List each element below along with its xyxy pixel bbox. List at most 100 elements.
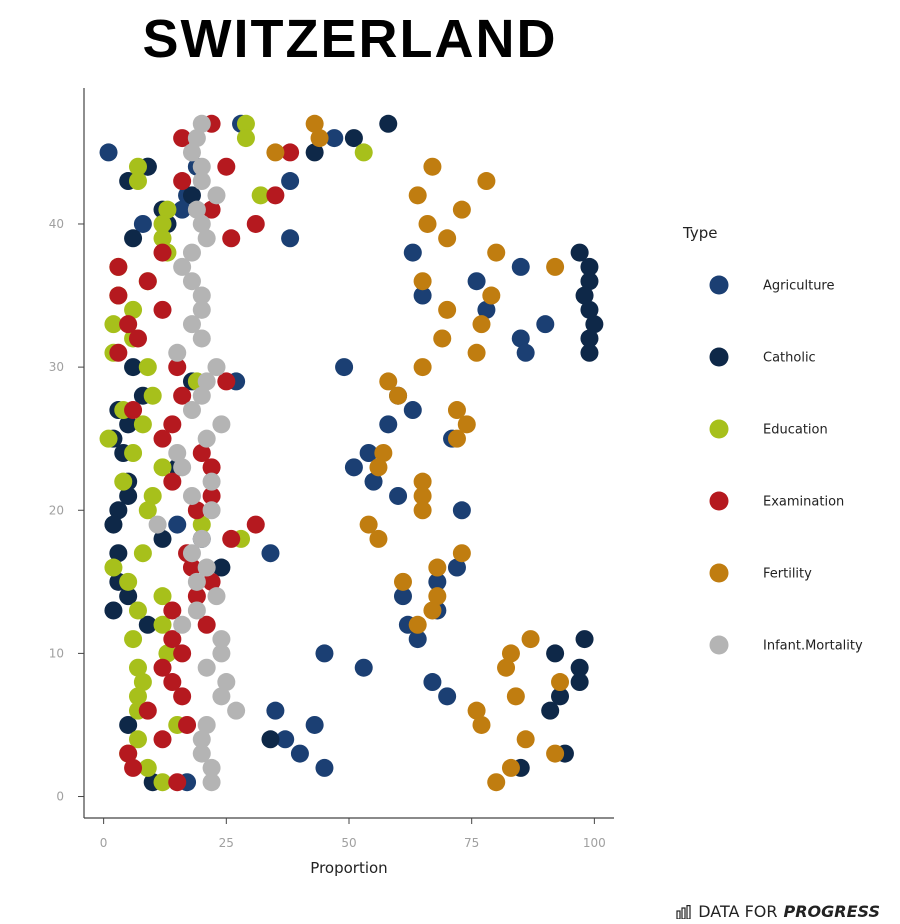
point-fertility [467,343,486,362]
point-infant-mortality [182,272,201,291]
point-infant-mortality [168,343,187,362]
point-examination [173,172,192,191]
legend-swatch [709,419,729,439]
legend-label: Fertility [763,567,812,582]
point-education [124,630,143,649]
point-agriculture [452,501,471,520]
point-infant-mortality [182,401,201,420]
point-examination [246,214,265,233]
point-agriculture [305,715,324,734]
point-examination [187,587,206,606]
x-tick-label: 50 [341,836,356,850]
legend-label: Infant.Mortality [763,639,863,654]
point-catholic [124,358,143,377]
point-catholic [551,687,570,706]
point-fertility [438,229,457,248]
x-tick-label: 0 [100,836,108,850]
point-fertility [487,773,506,792]
legend-label: Catholic [763,351,816,366]
legend-swatch [709,347,729,367]
point-education [236,129,255,148]
point-agriculture [389,486,408,505]
point-examination [138,272,157,291]
point-education [153,458,172,477]
point-catholic [580,300,599,319]
point-catholic [104,515,123,534]
point-agriculture [281,172,300,191]
point-catholic [580,343,599,362]
point-catholic [119,715,138,734]
point-examination [202,486,221,505]
point-infant-mortality [207,358,226,377]
y-tick-label: 10 [49,646,64,660]
point-examination [153,243,172,262]
point-agriculture [379,415,398,434]
point-examination [153,658,172,677]
axes: 0 25 50 75 100 0 10 20 30 40 [49,88,614,850]
point-catholic [119,587,138,606]
point-agriculture [276,730,295,749]
point-examination [163,415,182,434]
legend-swatch [709,635,729,655]
point-agriculture [325,129,344,148]
data-points [99,114,604,792]
point-infant-mortality [182,315,201,334]
point-fertility [413,501,432,520]
point-catholic [570,673,589,692]
point-infant-mortality [187,129,206,148]
point-education [133,544,152,563]
point-fertility [482,286,501,305]
legend-title: Type [682,224,717,242]
point-agriculture [99,143,118,162]
x-tick-label: 100 [583,836,606,850]
point-fertility [501,758,520,777]
series-fertility [266,114,570,792]
point-infant-mortality [217,673,236,692]
point-fertility [369,458,388,477]
point-fertility [310,129,329,148]
legend-swatch [709,491,729,511]
point-examination [281,143,300,162]
point-agriculture [315,758,334,777]
point-agriculture [359,444,378,462]
y-tick-label: 0 [56,790,64,804]
brand-text-1: DATA FOR [698,902,778,921]
point-education [138,758,157,777]
point-examination [173,129,192,148]
point-infant-mortality [192,286,211,305]
point-education [251,186,270,205]
point-fertility [551,673,570,692]
point-fertility [408,615,427,634]
x-axis-title: Proportion [310,859,387,877]
point-agriculture [266,701,285,720]
point-catholic [344,129,363,148]
point-fertility [369,529,388,548]
point-catholic [379,114,398,133]
x-tick-label: 25 [219,836,234,850]
point-fertility [457,415,476,434]
point-agriculture [467,272,486,291]
point-agriculture [423,673,442,692]
point-examination [124,758,143,777]
point-infant-mortality [182,544,201,563]
point-agriculture [403,401,422,420]
point-education [128,658,147,677]
point-agriculture [428,572,447,591]
point-fertility [305,114,324,133]
point-fertility [472,315,491,334]
point-fertility [497,658,516,677]
point-education [128,687,147,706]
point-infant-mortality [207,186,226,205]
point-education [158,200,177,219]
point-examination [246,515,265,534]
point-catholic [585,315,604,334]
point-fertility [423,601,442,620]
point-infant-mortality [202,758,221,777]
y-tick-label: 20 [49,503,64,517]
point-examination [173,386,192,405]
legend-swatch [709,275,729,295]
point-education [143,386,162,405]
point-infant-mortality [207,587,226,606]
point-infant-mortality [192,214,211,233]
